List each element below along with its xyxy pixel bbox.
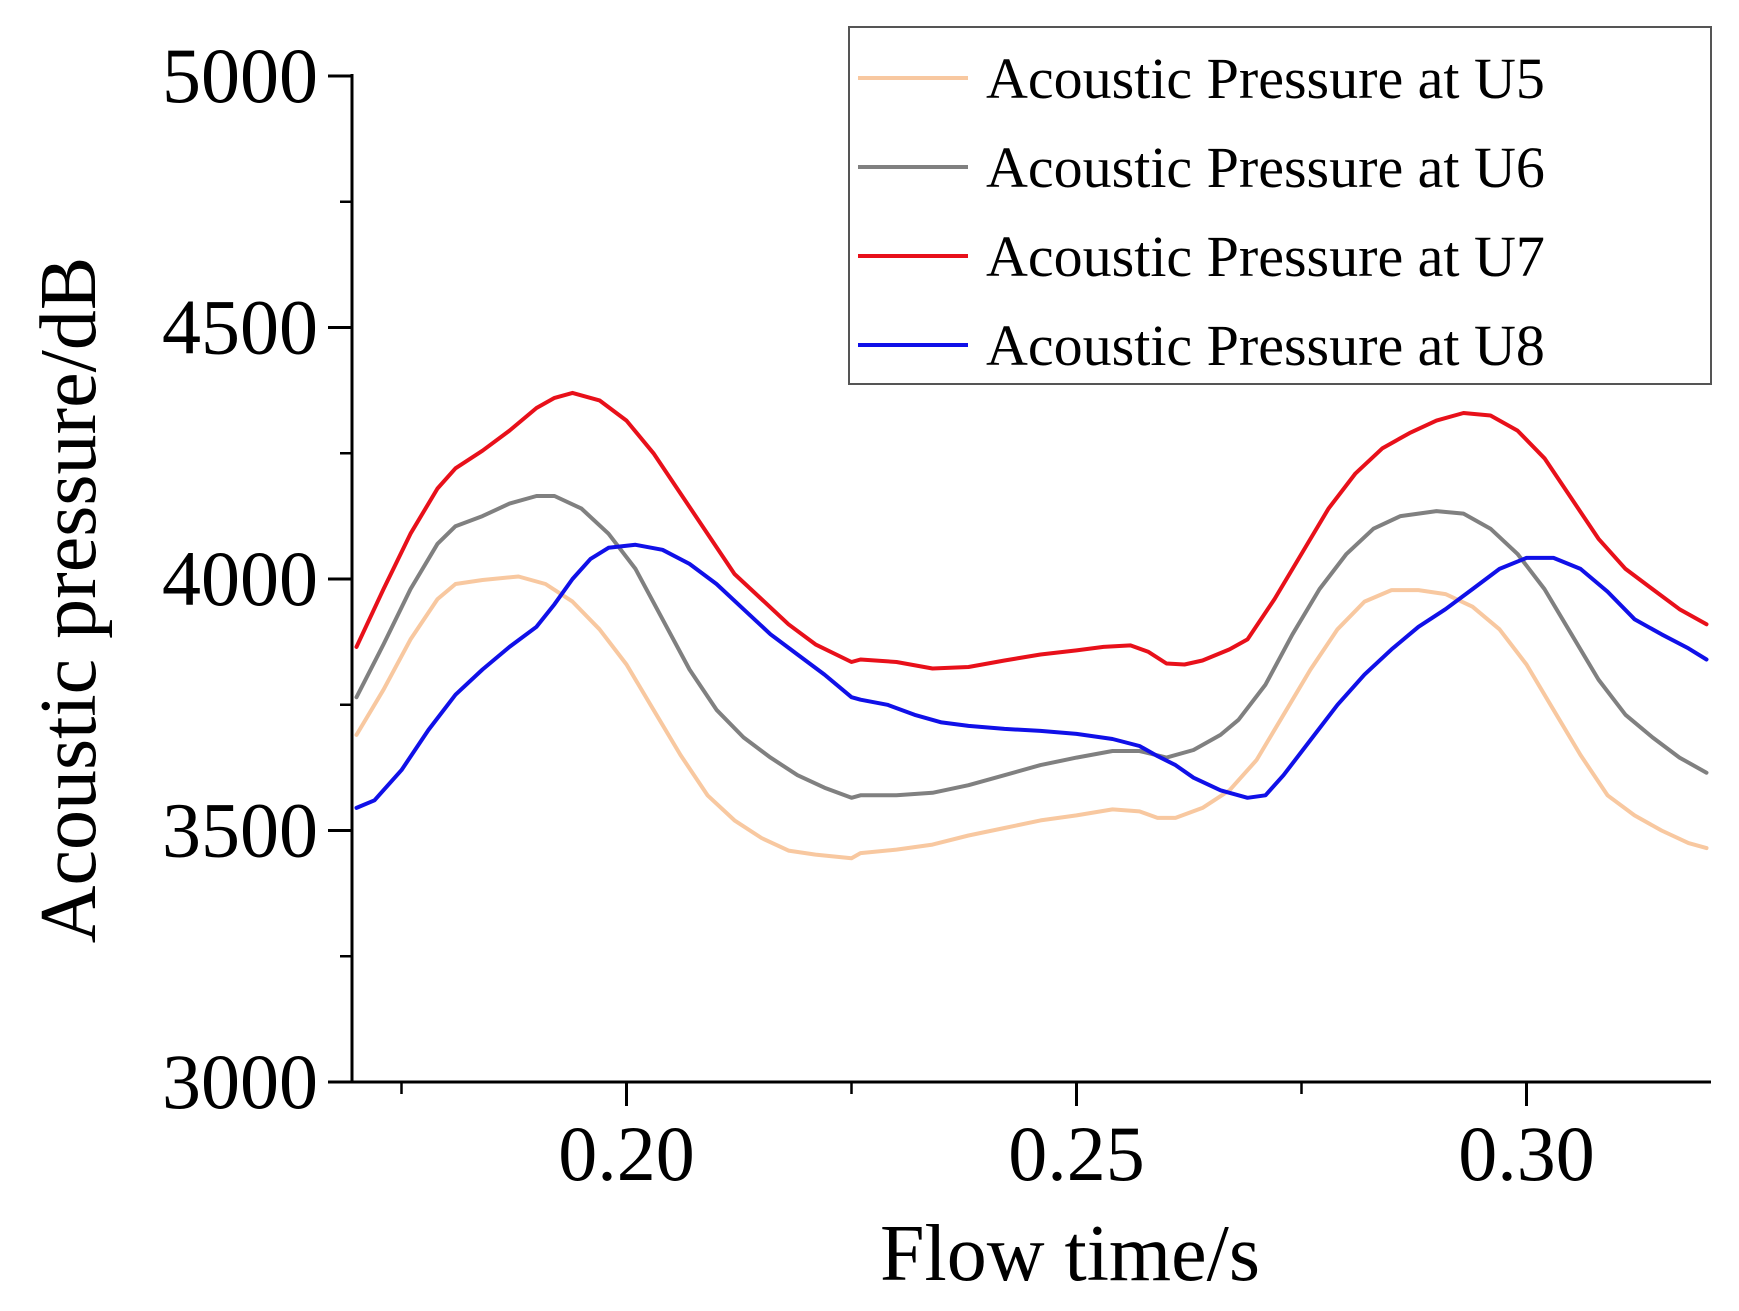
series-lines	[354, 390, 1709, 861]
x-tick-label: 0.20	[558, 1110, 695, 1197]
legend-label-1: Acoustic Pressure at U5	[986, 46, 1545, 111]
series-line-3	[354, 390, 1709, 671]
legend: Acoustic Pressure at U5 Acoustic Pressure…	[848, 26, 1712, 385]
x-axis-title: Flow time/s	[880, 1210, 1260, 1298]
x-tick-label: 0.30	[1458, 1110, 1595, 1197]
legend-label-3: Acoustic Pressure at U7	[986, 224, 1545, 289]
axis-labels: Flow time/s Acoustic pressure/dB	[25, 257, 1260, 1298]
series-line-1	[354, 574, 1709, 861]
series-line-4	[354, 542, 1709, 810]
y-tick-label: 4500	[162, 284, 318, 371]
y-tick-label: 3000	[162, 1038, 318, 1125]
y-tick-label: 5000	[162, 32, 318, 119]
y-tick-label: 3500	[162, 787, 318, 874]
series-line-2	[354, 494, 1709, 800]
legend-label-2: Acoustic Pressure at U6	[986, 135, 1545, 200]
y-tick-label: 4000	[162, 535, 318, 622]
y-axis-title: Acoustic pressure/dB	[25, 257, 113, 944]
axes: 3000 3500 4000 4500 5000 0.20 0.25 0.30	[162, 32, 1711, 1197]
legend-box	[848, 26, 1712, 385]
x-tick-label: 0.25	[1008, 1110, 1145, 1197]
legend-label-4: Acoustic Pressure at U8	[986, 313, 1545, 378]
